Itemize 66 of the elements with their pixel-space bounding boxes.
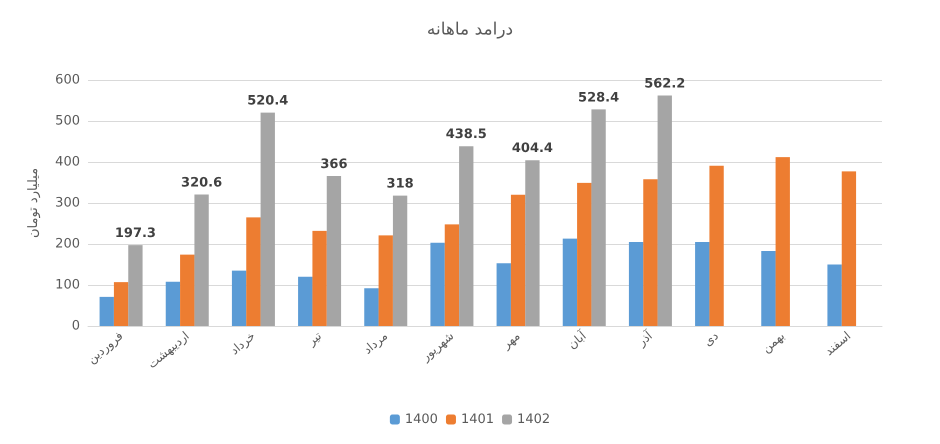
- bar: [562, 238, 578, 326]
- data-label: 320.6: [181, 176, 222, 191]
- bar: [392, 196, 408, 326]
- bar: [510, 194, 526, 326]
- y-tick-label: 400: [55, 154, 80, 170]
- legend-label: 1401: [460, 412, 494, 427]
- bar: [364, 288, 379, 326]
- bar: [194, 194, 209, 326]
- x-tick-label: آبان: [564, 327, 590, 352]
- bar: [246, 217, 261, 326]
- data-label: 438.5: [446, 127, 487, 142]
- x-tick-label: دی: [700, 328, 722, 349]
- bar: [628, 242, 644, 326]
- x-tick-label: تیر: [304, 328, 324, 349]
- bar: [827, 264, 842, 326]
- bar: [430, 242, 445, 326]
- bar: [695, 242, 710, 326]
- y-tick-label: 600: [55, 72, 80, 88]
- data-label: 520.4: [247, 94, 288, 109]
- data-label: 197.3: [114, 226, 156, 242]
- bar: [459, 146, 474, 326]
- bar: [658, 96, 672, 326]
- bar: [326, 176, 342, 326]
- bar: [643, 179, 658, 326]
- data-label: 404.4: [512, 141, 553, 156]
- bar: [591, 109, 606, 326]
- data-label: 562.2: [644, 76, 686, 92]
- bar: [260, 112, 275, 326]
- x-tick-label: اسفند: [822, 328, 854, 358]
- y-tick-label: 200: [55, 236, 80, 252]
- bar: [709, 166, 724, 326]
- data-label: 366: [320, 156, 348, 172]
- bar: [444, 224, 460, 326]
- legend-label: 1400: [404, 412, 438, 427]
- bar: [180, 254, 194, 326]
- bar: [496, 263, 511, 326]
- x-tick-label: مهر: [498, 328, 523, 352]
- x-tick-label: شهریور: [418, 328, 456, 364]
- y-axis-title: میلیارد تومان: [26, 168, 41, 238]
- data-label: 528.4: [578, 90, 620, 106]
- bar: [128, 245, 143, 326]
- bar: [776, 157, 790, 326]
- x-tick-label: فروردین: [84, 328, 126, 366]
- chart-title: درامد ماهانه: [426, 20, 514, 40]
- bar: [312, 230, 327, 326]
- bar: [114, 282, 128, 326]
- x-tick-label: اردیبهشت: [144, 328, 192, 372]
- x-tick-label: مرداد: [360, 328, 390, 357]
- y-tick-label: 100: [55, 278, 80, 292]
- bar: [525, 160, 540, 326]
- y-tick-label: 300: [55, 196, 80, 210]
- bar: [166, 282, 180, 326]
- y-tick-label: 0: [72, 318, 80, 334]
- y-tick-label: 500: [55, 114, 80, 128]
- x-tick-label: آذر: [633, 327, 656, 350]
- bar: [378, 235, 393, 326]
- bar: [100, 296, 114, 326]
- bar: [298, 276, 312, 326]
- data-label: 318: [386, 176, 414, 192]
- bar: [577, 182, 592, 326]
- legend-label: 1402: [517, 412, 550, 427]
- bar: [761, 250, 776, 326]
- bar: [842, 171, 856, 326]
- x-tick-label: بهمن: [759, 328, 788, 356]
- x-tick-label: خرداد: [227, 328, 258, 358]
- bar: [232, 270, 246, 326]
